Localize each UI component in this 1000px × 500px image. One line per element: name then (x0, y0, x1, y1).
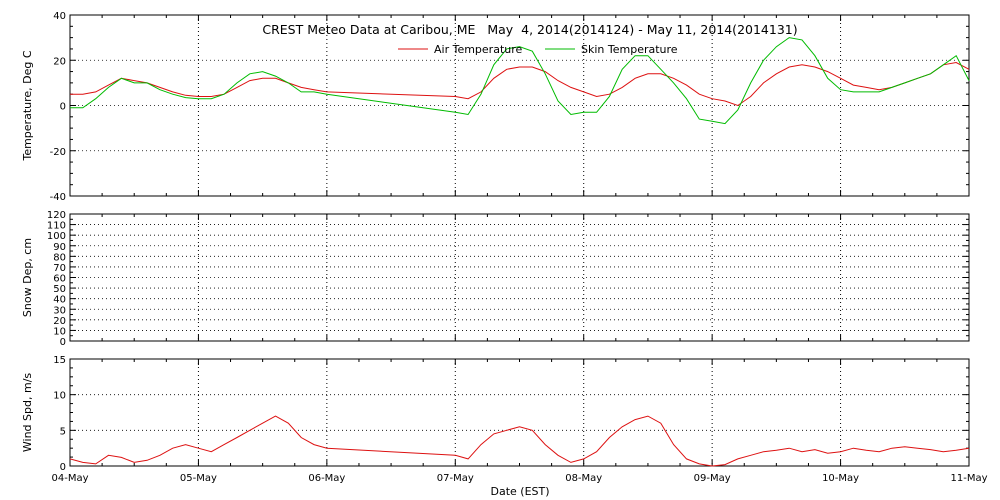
y-tick-label: 20 (53, 316, 66, 327)
y-tick-label: 120 (47, 210, 66, 221)
legend-label: Air Temperature (434, 43, 523, 56)
x-tick-label: 05-May (180, 473, 217, 484)
chart-title: CREST Meteo Data at Caribou, ME May 4, 2… (262, 22, 797, 37)
x-tick-label: 06-May (308, 473, 345, 484)
x-tick-label: 08-May (565, 473, 602, 484)
y-tick-label: 100 (47, 231, 66, 242)
y-tick-label: 10 (53, 391, 66, 402)
panel-temperature: -40 -20 0 20 40 Temperature, Deg C Air Tempera… (21, 11, 970, 203)
y-tick-label: 80 (53, 252, 66, 263)
y-axis-label: Snow Dep, cm (21, 238, 34, 317)
series-line-temperature-1 (70, 37, 970, 125)
x-tick-label: 10-May (822, 473, 859, 484)
x-tick-label: 09-May (694, 473, 731, 484)
x-axis-label: Date (EST) (490, 485, 549, 498)
y-tick-label: 70 (53, 263, 66, 274)
y-tick-label: 0 (60, 337, 66, 348)
y-axis-label: Wind Spd, m/s (21, 373, 34, 453)
y-tick-label: 15 (53, 355, 66, 366)
y-tick-label: 40 (53, 295, 66, 306)
panel-frame (69, 358, 970, 467)
panel-frame (69, 14, 970, 197)
x-tick-label: 11-May (950, 473, 987, 484)
series-line-temperature-0 (70, 61, 970, 107)
y-tick-label: 5 (60, 426, 66, 437)
chart-panels: -40 -20 0 20 40 Temperature, Deg C Air Tempera… (21, 11, 988, 484)
y-tick-label: -40 (50, 192, 66, 203)
series-line-wind-0 (69, 415, 970, 467)
x-tick-label: 07-May (437, 473, 474, 484)
y-tick-label: 30 (53, 305, 66, 316)
y-tick-label: 0 (60, 462, 66, 473)
y-tick-label: 50 (53, 284, 66, 295)
x-tick-labels: 04-May 05-May 06-May 07-May 08-May 09-May 10-M… (51, 473, 987, 484)
legend: Air Temperature Skin Temperature (398, 43, 678, 56)
y-tick-label: 60 (53, 274, 66, 285)
panel-wind: 0 5 10 15 Wind Spd, m/s (21, 355, 970, 473)
y-tick-label: 90 (53, 242, 66, 253)
y-axis-label: Temperature, Deg C (21, 50, 34, 161)
y-tick-label: -20 (50, 147, 66, 158)
y-tick-label: 40 (53, 11, 66, 22)
y-tick-label: 20 (53, 56, 66, 67)
y-tick-label: 10 (53, 326, 66, 337)
x-tick-label: 04-May (51, 473, 88, 484)
y-tick-label: 110 (47, 221, 66, 232)
legend-label: Skin Temperature (581, 43, 678, 56)
y-tick-label: 0 (60, 102, 66, 113)
panel-frame (69, 213, 970, 342)
